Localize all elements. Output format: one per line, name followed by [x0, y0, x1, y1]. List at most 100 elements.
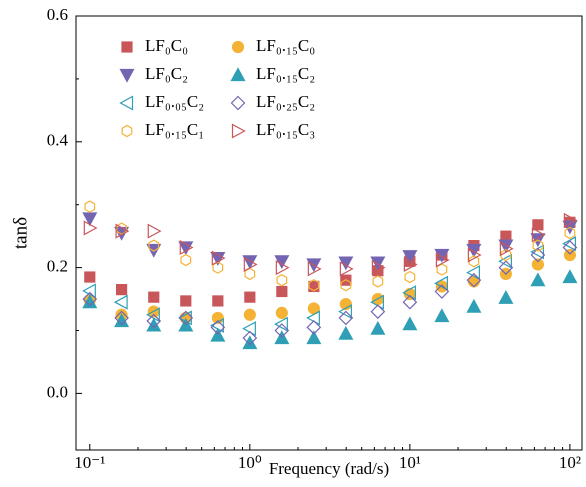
data-point [307, 261, 322, 277]
data-point [370, 304, 386, 319]
data-point [372, 275, 384, 288]
data-point [210, 319, 226, 335]
data-point [466, 272, 482, 288]
data-point [434, 275, 448, 291]
legend-marker [121, 124, 133, 138]
y-tick-label: 0.0 [47, 382, 68, 401]
x-axis-label: Frequency (rad/s) [269, 459, 389, 478]
data-point [178, 310, 194, 326]
data-point [339, 261, 354, 277]
data-point [466, 243, 482, 258]
data-point [531, 227, 546, 243]
data-point [145, 307, 160, 323]
data-point [562, 269, 578, 284]
data-point [146, 313, 162, 329]
y-tick-label: 0.6 [47, 5, 68, 24]
data-point [210, 317, 224, 333]
y-tick-label: 0.4 [47, 131, 69, 150]
data-point [564, 226, 576, 240]
data-point [531, 258, 545, 271]
data-point [500, 248, 512, 262]
y-axis-label: tanδ [10, 217, 31, 249]
data-point [467, 247, 482, 263]
data-point [148, 291, 160, 303]
legend-marker [121, 41, 133, 53]
x-tick-label: 10² [559, 453, 581, 472]
data-point [115, 223, 130, 239]
data-point [180, 295, 192, 307]
x-tick-label: 10⁻¹ [74, 453, 105, 472]
data-point [563, 248, 577, 262]
data-point [210, 327, 226, 342]
data-point [532, 239, 544, 252]
data-point [212, 295, 224, 307]
data-point [468, 255, 480, 268]
data-point [308, 279, 320, 292]
data-point [115, 284, 128, 296]
legend-label: LF₀C₂ [145, 64, 188, 83]
data-point [178, 310, 192, 326]
data-point [562, 240, 578, 255]
data-point [434, 284, 450, 299]
data-point [148, 239, 160, 252]
legend-label: LF₀C₀ [145, 36, 188, 55]
data-point [211, 250, 226, 266]
data-point [114, 310, 129, 326]
data-point [82, 212, 98, 227]
data-point [306, 330, 322, 345]
data-point [340, 279, 352, 292]
data-point [242, 335, 258, 350]
legend-label: LF₀.₁₅C₃ [256, 120, 315, 139]
legend-marker [119, 95, 134, 111]
data-point [276, 285, 288, 298]
data-point [242, 321, 256, 337]
data-point [338, 304, 352, 320]
x-tick-label: 10¹ [399, 453, 421, 472]
data-point [434, 308, 450, 323]
x-tick-label: 10⁰ [238, 453, 262, 472]
data-point [404, 270, 416, 284]
data-point [338, 310, 354, 326]
data-point [274, 316, 288, 332]
data-point [530, 247, 546, 263]
data-point [466, 265, 480, 281]
data-point [113, 294, 128, 310]
legend-marker [119, 68, 135, 83]
data-point [498, 260, 514, 275]
data-point [82, 283, 96, 299]
data-point [178, 241, 194, 256]
data-point [84, 271, 96, 283]
data-point [308, 280, 320, 293]
data-point [84, 200, 96, 213]
legend-marker [231, 123, 246, 139]
data-point [147, 223, 162, 239]
data-point [435, 252, 450, 268]
data-point [276, 273, 288, 287]
legend-marker [230, 95, 246, 111]
data-point [370, 256, 386, 271]
data-point [402, 250, 418, 265]
legend-label: LF₀.₁₅C₁ [145, 120, 204, 139]
data-point [371, 260, 386, 276]
legend-label: LF₀.₂₅C₂ [256, 92, 315, 111]
data-point [338, 325, 354, 340]
data-point [434, 248, 450, 263]
data-point [179, 239, 194, 255]
data-point [242, 330, 258, 346]
data-point [370, 320, 386, 335]
legend-marker [230, 67, 246, 82]
data-point [402, 316, 418, 331]
legend-label: LF₀.₁₅C₀ [256, 36, 315, 55]
data-point [466, 298, 482, 313]
plot-frame [75, 15, 583, 451]
y-tick-label: 0.2 [47, 257, 68, 276]
data-point [403, 256, 418, 272]
data-point [83, 220, 98, 236]
data-point [499, 241, 514, 257]
data-point [498, 253, 512, 269]
data-point [498, 290, 514, 304]
data-point [562, 236, 577, 252]
data-point [275, 260, 290, 276]
